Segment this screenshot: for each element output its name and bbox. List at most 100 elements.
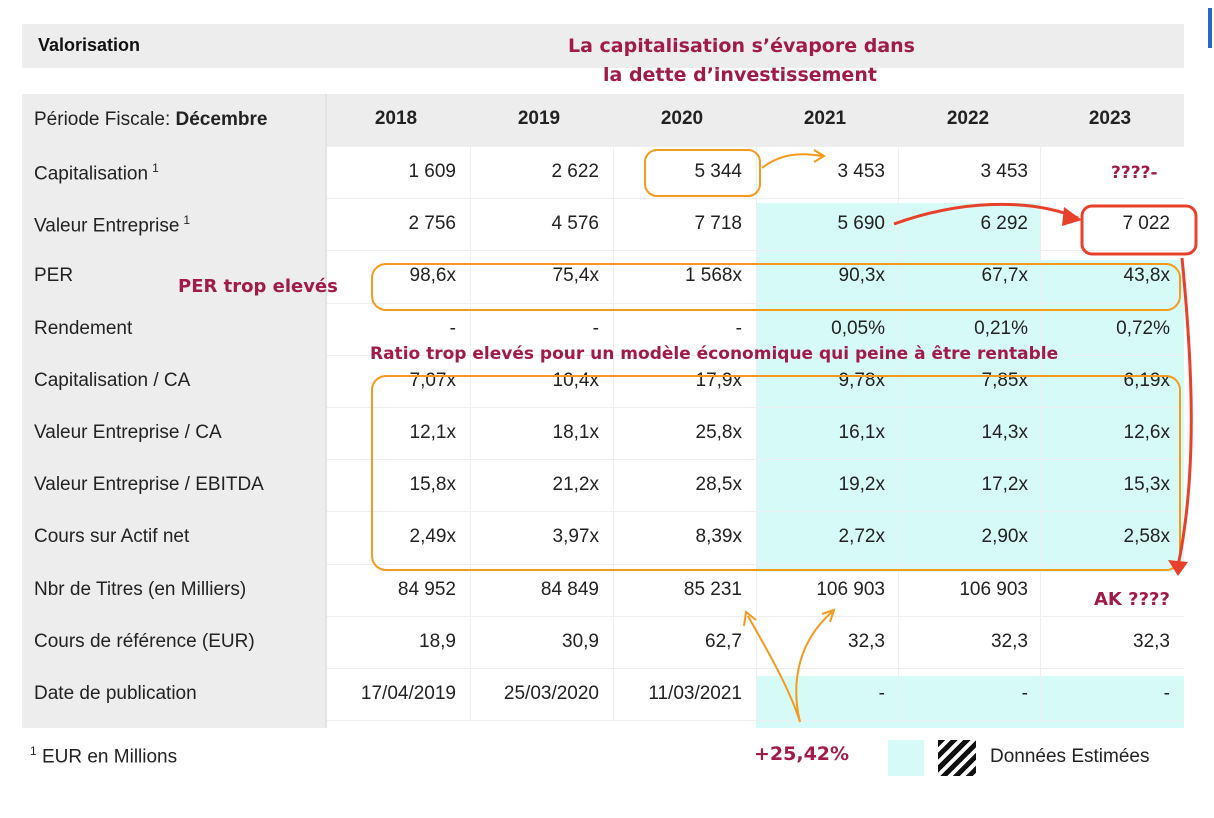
- table-cell: 5 690: [837, 213, 885, 234]
- column-divider: [325, 94, 327, 728]
- annotation-capitalisation-debt-line2: la dette d’investissement: [603, 64, 877, 86]
- table-cell: 19,2x: [838, 474, 885, 495]
- row-divider: [327, 720, 1184, 721]
- table-cell: 25,8x: [695, 422, 742, 443]
- row-label-text: Date de publication: [34, 683, 197, 704]
- valuation-title-bar: Valorisation: [22, 24, 1184, 68]
- annotation-capitalisation-debt: La capitalisation s’évapore dans: [568, 35, 915, 57]
- annotation-per: PER trop elevés: [178, 276, 338, 297]
- table-cell: 1 609: [408, 161, 456, 182]
- table-cell: 10,4x: [552, 370, 599, 391]
- table-cell: 11/03/2021: [648, 683, 742, 704]
- header-background: [327, 94, 1184, 146]
- table-cell: 18,9: [419, 631, 456, 652]
- table-cell: -: [592, 318, 599, 339]
- table-cell: 84 849: [540, 579, 599, 600]
- year-header: 2018: [374, 108, 418, 129]
- table-cell: -: [878, 683, 885, 704]
- row-divider: [327, 250, 1184, 251]
- table-cell: 2,72x: [838, 526, 885, 547]
- table-cell: 0,21%: [974, 318, 1028, 339]
- row-label-text: Rendement: [34, 318, 133, 339]
- table-cell: 75,4x: [552, 265, 599, 286]
- table-cell: 9,78x: [838, 370, 885, 391]
- table-cell: 7 022: [1122, 213, 1170, 234]
- row-label: Date de publication: [34, 683, 197, 705]
- footnote-marker: 1: [30, 744, 37, 758]
- table-cell: 7 718: [694, 213, 742, 234]
- table-cell: 15,8x: [409, 474, 456, 495]
- table-cell: 32,3: [848, 631, 885, 652]
- table-cell: 84 952: [397, 579, 456, 600]
- row-label: Capitalisation 1: [34, 161, 159, 185]
- footnote-text: EUR en Millions: [41, 746, 178, 768]
- row-label-text: PER: [34, 265, 74, 286]
- legend-estimated-label: Données Estimées: [990, 746, 1150, 767]
- year-header: 2020: [660, 108, 704, 129]
- annotation-cap-2023: ????-: [1111, 163, 1158, 183]
- table-cell: 2,49x: [409, 526, 456, 547]
- row-footnote-marker: 1: [152, 161, 159, 175]
- table-cell: 2,58x: [1123, 526, 1170, 547]
- row-divider: [327, 198, 1184, 199]
- row-label: Cours de référence (EUR): [34, 631, 255, 653]
- table-cell: 62,7: [705, 631, 742, 652]
- table-cell: 8,39x: [695, 526, 742, 547]
- table-cell: 21,2x: [552, 474, 599, 495]
- row-label-text: Capitalisation / CA: [34, 370, 191, 391]
- table-cell: 12,6x: [1123, 422, 1170, 443]
- annotation-growth: +25,42%: [754, 743, 850, 765]
- table-cell: 17/04/2019: [360, 683, 456, 704]
- row-label-text: Capitalisation: [34, 163, 149, 185]
- table-cell: 6 292: [980, 213, 1028, 234]
- table-cell: 2 622: [551, 161, 599, 182]
- row-label-text: Valeur Entreprise / CA: [34, 422, 222, 443]
- table-cell: 3 453: [837, 161, 885, 182]
- table-cell: 14,3x: [981, 422, 1028, 443]
- table-cell: 3 453: [980, 161, 1028, 182]
- row-label: Rendement: [34, 318, 132, 340]
- row-divider: [327, 146, 1184, 147]
- table-cell: 106 903: [959, 579, 1028, 600]
- footnote: 1 EUR en Millions: [30, 744, 177, 768]
- row-label: PER: [34, 265, 73, 287]
- table-cell: 1 568x: [684, 265, 742, 286]
- row-label: Valeur Entreprise / EBITDA: [34, 474, 264, 496]
- arrow-shares-left-head: [743, 610, 757, 627]
- table-cell: -: [449, 318, 456, 339]
- section-title: Valorisation: [38, 35, 141, 55]
- year-header: 2023: [1088, 108, 1132, 129]
- table-cell: 67,7x: [981, 265, 1028, 286]
- table-cell: 32,3: [991, 631, 1028, 652]
- table-cell: 17,2x: [981, 474, 1028, 495]
- year-header: 2019: [517, 108, 561, 129]
- table-cell: 0,05%: [831, 318, 885, 339]
- annotation-ak: AK ????: [1094, 589, 1170, 610]
- table-cell: 25/03/2020: [503, 683, 599, 704]
- year-header: 2022: [946, 108, 990, 129]
- table-cell: 12,1x: [409, 422, 456, 443]
- table-cell: 106 903: [816, 579, 885, 600]
- table-cell: 32,3: [1133, 631, 1170, 652]
- table-cell: 16,1x: [838, 422, 885, 443]
- row-label-text: Cours de référence (EUR): [34, 631, 255, 652]
- table-cell: 0,72%: [1116, 318, 1170, 339]
- window-edge-marker: [1208, 8, 1212, 48]
- table-cell: 18,1x: [552, 422, 599, 443]
- table-cell: 2,90x: [981, 526, 1028, 547]
- row-divider: [327, 355, 1184, 356]
- row-label-text: Valeur Entreprise: [34, 215, 180, 237]
- period-value: Décembre: [175, 109, 268, 130]
- table-cell: 3,97x: [552, 526, 599, 547]
- table-cell: 6,19x: [1123, 370, 1170, 391]
- row-label-text: Nbr de Titres (en Milliers): [34, 579, 247, 600]
- table-cell: -: [735, 318, 742, 339]
- year-header: 2021: [803, 108, 847, 129]
- table-cell: 17,9x: [695, 370, 742, 391]
- label-column-background: [22, 94, 325, 728]
- legend-estimated-swatch: [888, 740, 924, 776]
- annotation-ratio: Ratio trop elevés pour un modèle économi…: [370, 344, 1059, 364]
- table-cell: 4 576: [551, 213, 599, 234]
- table-cell: 15,3x: [1123, 474, 1170, 495]
- table-cell: -: [1163, 683, 1170, 704]
